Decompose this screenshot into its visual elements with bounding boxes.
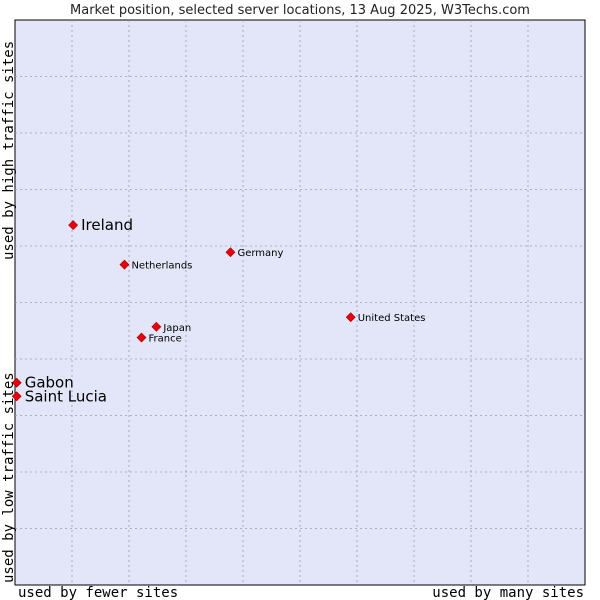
point-marker-germany[interactable] xyxy=(225,247,236,258)
x-axis-label-left: used by fewer sites xyxy=(18,585,178,600)
chart-title: Market position, selected server locatio… xyxy=(70,3,530,18)
point-label-saint-lucia: Saint Lucia xyxy=(25,387,107,405)
point-label-germany: Germany xyxy=(237,248,283,259)
point-marker-saint-lucia[interactable] xyxy=(11,391,22,402)
point-marker-gabon[interactable] xyxy=(11,377,22,388)
data-points: Ireland Germany Netherlands United States Ja… xyxy=(11,216,426,405)
y-axis-label-low: used by low traffic sites xyxy=(1,372,17,583)
point-label-france: France xyxy=(149,334,182,345)
x-axis-label-right: used by many sites xyxy=(432,585,584,600)
point-label-ireland: Ireland xyxy=(81,216,133,234)
point-marker-netherlands[interactable] xyxy=(119,259,130,270)
point-label-united-states: United States xyxy=(358,313,426,324)
point-label-gabon: Gabon xyxy=(25,374,74,392)
y-axis-label-high: used by high traffic sites xyxy=(1,41,17,260)
point-marker-japan[interactable] xyxy=(151,321,162,332)
point-label-netherlands: Netherlands xyxy=(131,261,192,272)
point-label-japan: Japan xyxy=(162,323,191,334)
grid xyxy=(15,20,585,585)
point-marker-united-states[interactable] xyxy=(345,312,356,323)
point-marker-ireland[interactable] xyxy=(68,220,79,231)
point-marker-france[interactable] xyxy=(136,332,147,343)
